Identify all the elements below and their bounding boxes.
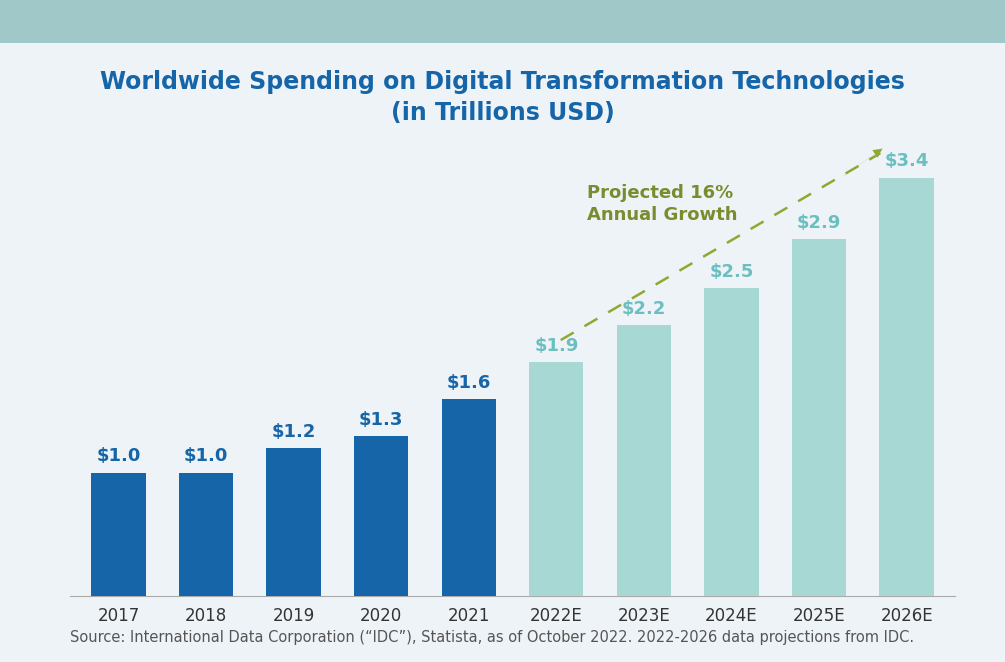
Bar bbox=[354, 436, 408, 596]
Text: $1.2: $1.2 bbox=[271, 423, 316, 441]
Bar bbox=[705, 289, 759, 596]
Bar bbox=[91, 473, 146, 596]
Text: Worldwide Spending on Digital Transformation Technologies
(in Trillions USD): Worldwide Spending on Digital Transforma… bbox=[100, 70, 904, 125]
Text: Projected 16%
Annual Growth: Projected 16% Annual Growth bbox=[587, 184, 738, 224]
Text: $2.9: $2.9 bbox=[797, 214, 841, 232]
Text: $1.0: $1.0 bbox=[184, 448, 228, 465]
Bar bbox=[617, 325, 671, 596]
Text: Source: International Data Corporation (“IDC”), Statista, as of October 2022. 20: Source: International Data Corporation (… bbox=[70, 630, 915, 645]
Bar bbox=[441, 399, 495, 596]
Bar bbox=[530, 362, 584, 596]
Text: $1.3: $1.3 bbox=[359, 410, 403, 428]
Text: $1.0: $1.0 bbox=[96, 448, 141, 465]
Text: $1.6: $1.6 bbox=[446, 374, 491, 392]
Text: $1.9: $1.9 bbox=[534, 337, 579, 355]
Text: $3.4: $3.4 bbox=[884, 152, 929, 170]
Text: $2.5: $2.5 bbox=[710, 263, 754, 281]
Bar bbox=[179, 473, 233, 596]
Bar bbox=[792, 239, 846, 596]
Bar bbox=[879, 178, 934, 596]
Text: $2.2: $2.2 bbox=[622, 300, 666, 318]
Bar bbox=[266, 448, 321, 596]
